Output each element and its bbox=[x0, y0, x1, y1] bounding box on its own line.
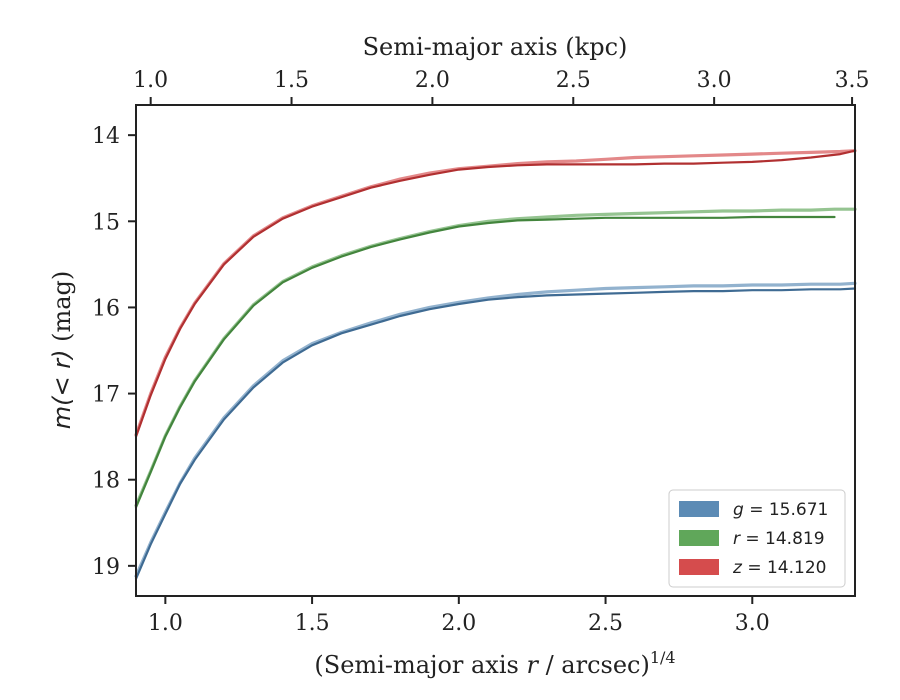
left-axis: 14 15 16 17 18 19 bbox=[92, 124, 136, 580]
top-tick-label: 2.5 bbox=[556, 68, 591, 93]
series-z-line bbox=[134, 149, 857, 438]
legend-swatch-g bbox=[679, 501, 719, 517]
top-axis-title: Semi-major axis (kpc) bbox=[363, 33, 628, 61]
legend: g = 15.671 r = 14.819 z = 14.120 bbox=[668, 489, 846, 588]
x-axis-title-suffix: / arcsec) bbox=[538, 651, 650, 679]
x-axis-title-var: r bbox=[526, 651, 539, 679]
bottom-axis: 1.0 1.5 2.0 2.5 3.0 bbox=[148, 596, 770, 636]
series-r-line bbox=[134, 215, 836, 509]
y-axis-title: m(< r) (mag) bbox=[48, 271, 76, 430]
plot-frame bbox=[135, 104, 856, 597]
x-axis-title-exponent: 1/4 bbox=[650, 648, 676, 667]
bottom-tick-label: 1.5 bbox=[295, 611, 330, 636]
legend-swatch-r bbox=[679, 530, 719, 546]
series-g-line bbox=[134, 287, 857, 580]
legend-label-z: z = 14.120 bbox=[732, 558, 826, 578]
x-axis-title: (Semi-major axis r / arcsec)1/4 bbox=[314, 648, 675, 679]
bottom-tick-label: 1.0 bbox=[148, 611, 183, 636]
legend-swatch-z bbox=[679, 559, 719, 575]
x-axis-title-prefix: (Semi-major axis bbox=[314, 651, 526, 679]
top-tick-label: 3.5 bbox=[835, 68, 870, 93]
left-tick-label: 16 bbox=[92, 296, 120, 321]
y-axis-title-var: m(< r) bbox=[48, 350, 76, 430]
legend-label-g: g = 15.671 bbox=[733, 500, 828, 520]
bottom-tick-label: 2.0 bbox=[441, 611, 476, 636]
bottom-tick-label: 2.5 bbox=[588, 611, 623, 636]
series-layer bbox=[134, 149, 857, 580]
top-axis: 1.0 1.5 2.0 2.5 3.0 3.5 bbox=[133, 68, 870, 105]
left-tick-label: 18 bbox=[92, 469, 120, 494]
top-tick-label: 2.0 bbox=[415, 68, 450, 93]
top-tick-label: 1.0 bbox=[133, 68, 168, 93]
y-axis-title-suffix: (mag) bbox=[48, 271, 76, 350]
left-tick-label: 17 bbox=[92, 383, 120, 408]
left-tick-label: 19 bbox=[92, 555, 120, 580]
left-tick-label: 15 bbox=[92, 210, 120, 235]
top-tick-label: 1.5 bbox=[274, 68, 309, 93]
left-tick-label: 14 bbox=[92, 124, 120, 149]
bottom-tick-label: 3.0 bbox=[735, 611, 770, 636]
top-tick-label: 3.0 bbox=[697, 68, 732, 93]
legend-label-r: r = 14.819 bbox=[733, 529, 825, 549]
